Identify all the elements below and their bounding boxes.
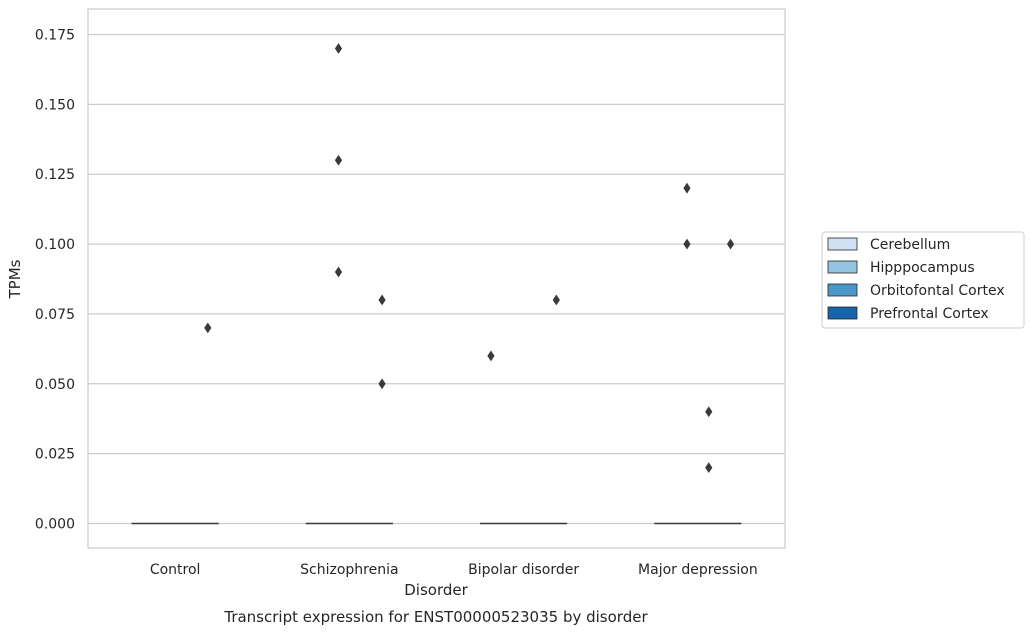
outlier-point xyxy=(705,406,713,418)
x-tick-label: Schizophrenia xyxy=(300,562,398,578)
legend-swatch xyxy=(827,283,858,297)
legend-swatch xyxy=(827,306,858,320)
y-tick-label: 0.000 xyxy=(35,517,75,533)
outlier-point xyxy=(705,462,713,474)
y-tick-label: 0.100 xyxy=(35,237,75,253)
plot-area-frame xyxy=(87,8,786,549)
legend-label: Orbitofontal Cortex xyxy=(870,283,1005,299)
outlier-point xyxy=(334,266,343,278)
legend-label: Hipppocampus xyxy=(870,260,975,276)
y-tick-label: 0.125 xyxy=(35,167,75,183)
x-axis-label: Disorder xyxy=(404,581,468,599)
x-tick-label: Major depression xyxy=(638,562,758,578)
x-tick-label: Control xyxy=(150,562,201,578)
outlier-point xyxy=(726,238,735,250)
outlier-point xyxy=(683,182,691,194)
outlier-point xyxy=(552,294,560,306)
legend: Cerebellum Hipppocampus Orbitofontal Corte… xyxy=(821,231,1025,329)
chart-caption: Transcript expression for ENST0000052303… xyxy=(223,608,648,626)
outlier-point xyxy=(204,322,212,334)
outlier-point xyxy=(683,238,691,250)
outlier-point xyxy=(487,350,495,362)
outlier-point xyxy=(334,154,343,166)
legend-swatch xyxy=(827,237,858,251)
outlier-points xyxy=(204,43,735,474)
legend-swatch xyxy=(827,260,858,274)
y-axis-ticks: 0.000 0.025 0.050 0.075 0.100 0.125 0.150 0.175 xyxy=(35,28,75,533)
legend-label: Prefrontal Cortex xyxy=(870,306,989,322)
legend-label: Cerebellum xyxy=(870,237,950,253)
outlier-point xyxy=(378,378,386,390)
x-axis-ticks: Control Schizophrenia Bipolar disorder Majo… xyxy=(150,562,758,578)
y-tick-label: 0.075 xyxy=(35,307,75,323)
x-tick-label: Bipolar disorder xyxy=(468,562,579,578)
y-axis-label: TPMs xyxy=(6,259,24,299)
outlier-point xyxy=(334,43,343,54)
gridlines xyxy=(88,33,785,525)
y-tick-label: 0.175 xyxy=(35,28,75,44)
legend-frame xyxy=(821,231,1025,329)
outlier-point xyxy=(378,294,386,306)
y-tick-label: 0.025 xyxy=(35,447,75,463)
y-tick-label: 0.050 xyxy=(35,377,75,393)
y-tick-label: 0.150 xyxy=(35,97,75,113)
